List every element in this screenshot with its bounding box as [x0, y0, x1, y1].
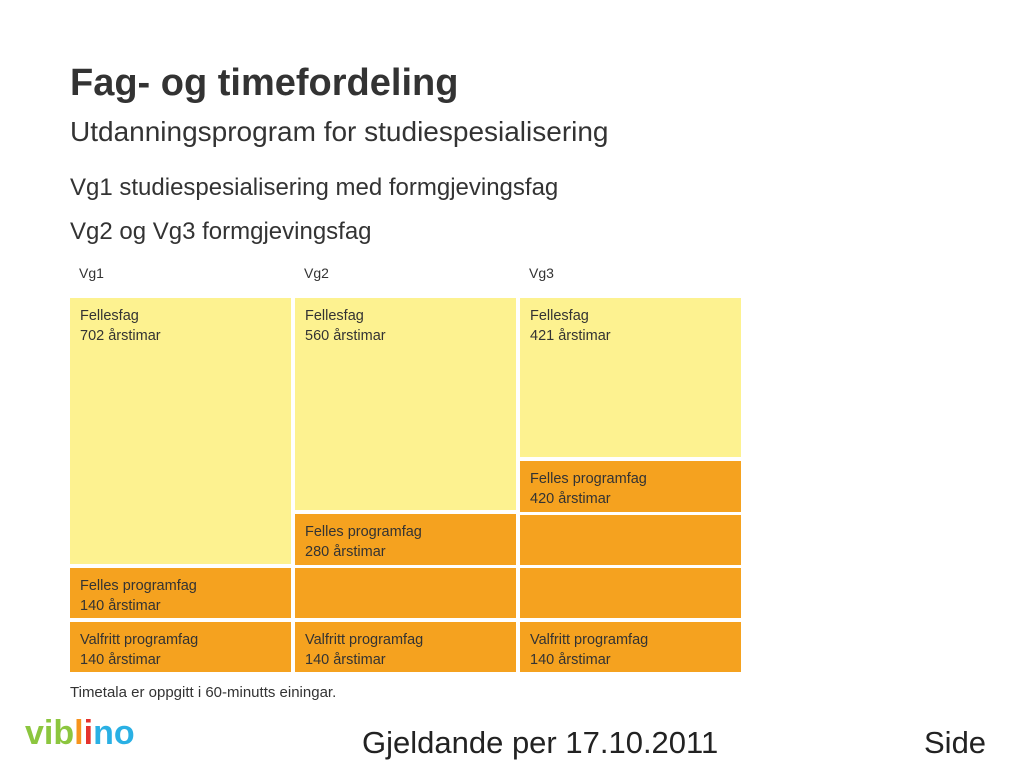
block-name: Fellesfag — [80, 308, 139, 324]
block-name: Valfritt programfag — [530, 632, 649, 648]
block-hours: 140 årstimar — [80, 652, 161, 668]
footer-page-label: Side — [924, 725, 987, 760]
column-label-vg2: Vg2 — [304, 265, 329, 281]
logo-letter: b — [53, 714, 74, 752]
block-name: Felles programfag — [305, 524, 422, 540]
block-hours: 280 årstimar — [305, 544, 386, 560]
block-hours: 140 årstimar — [80, 598, 161, 614]
block-hours: 702 årstimar — [80, 328, 161, 344]
vg2-fellesfag-block: Fellesfag 560 årstimar — [295, 298, 516, 510]
logo-letter: i — [44, 714, 53, 752]
block-name: Fellesfag — [530, 308, 589, 324]
logo-letter: n — [93, 714, 114, 752]
block-name: Felles programfag — [80, 578, 197, 594]
block-name: Felles programfag — [530, 471, 647, 487]
page-subtitle: Utdanningsprogram for studiespesialiseri… — [70, 116, 609, 147]
footnote: Timetala er oppgitt i 60-minutts eininga… — [70, 684, 337, 701]
column-label-vg1: Vg1 — [79, 265, 104, 281]
unit-divider — [295, 565, 516, 568]
vg1-fellesfag-block: Fellesfag 702 årstimar — [70, 298, 291, 564]
vg2-valfritt-programfag-block: Valfritt programfag 140 årstimar — [295, 622, 516, 672]
block-hours: 560 årstimar — [305, 328, 386, 344]
logo-letter: i — [84, 714, 93, 752]
unit-divider — [520, 565, 741, 568]
logo-letter: o — [114, 714, 135, 752]
block-hours: 421 årstimar — [530, 328, 611, 344]
program-line-vg2-vg3: Vg2 og Vg3 formgjevingsfag — [70, 218, 372, 245]
block-hours: 140 årstimar — [305, 652, 386, 668]
vg1-valfritt-programfag-block: Valfritt programfag 140 årstimar — [70, 622, 291, 672]
block-name: Valfritt programfag — [305, 632, 424, 648]
block-hours: 420 årstimar — [530, 491, 611, 507]
block-hours: 140 årstimar — [530, 652, 611, 668]
column-label-vg3: Vg3 — [529, 265, 554, 281]
page-title: Fag- og timefordeling — [70, 62, 459, 104]
logo-letter: l — [74, 714, 83, 752]
footer-date: Gjeldande per 17.10.2011 — [362, 725, 719, 760]
vg1-felles-programfag-block: Felles programfag 140 årstimar — [70, 568, 291, 618]
program-line-vg1: Vg1 studiespesialisering med formgjeving… — [70, 174, 559, 201]
vg3-valfritt-programfag-block: Valfritt programfag 140 årstimar — [520, 622, 741, 672]
block-name: Fellesfag — [305, 308, 364, 324]
logo-letter: v — [25, 714, 44, 752]
vg3-felles-programfag-block: Felles programfag 420 årstimar — [520, 461, 741, 618]
block-name: Valfritt programfag — [80, 632, 199, 648]
viblino-logo-text: viblino — [25, 714, 135, 752]
unit-divider — [520, 512, 741, 515]
viblino-logo: viblino — [25, 714, 135, 752]
vg3-fellesfag-block: Fellesfag 421 årstimar — [520, 298, 741, 457]
